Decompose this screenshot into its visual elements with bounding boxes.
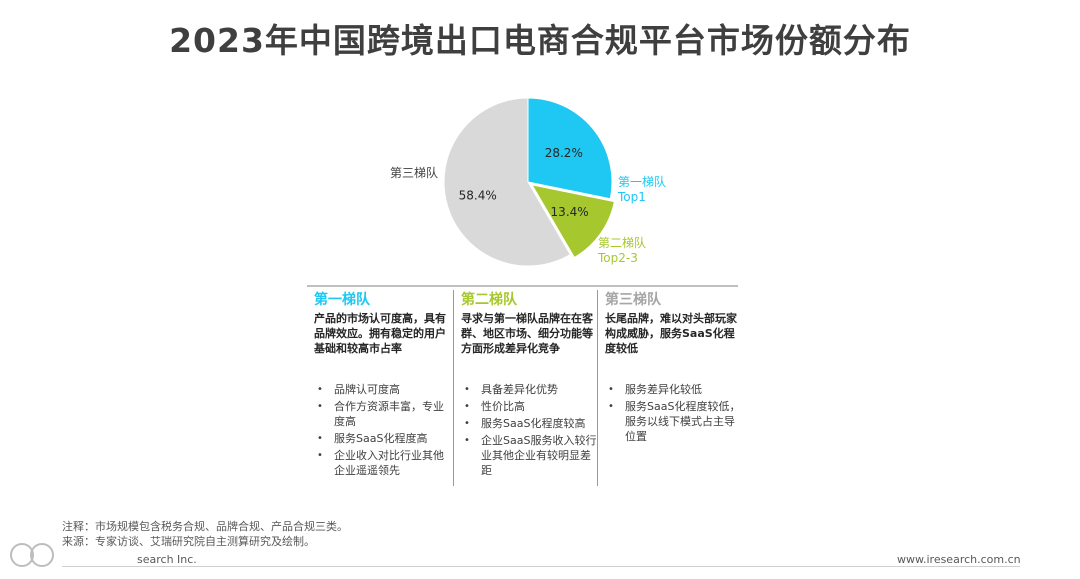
tier-3-list: 服务差异化较低 服务SaaS化程度较低，服务以线下模式占主导位置 [605,382,743,446]
pie-value-label: 58.4% [459,189,497,203]
pie-value-label: 28.2% [545,146,583,160]
tier-column-3: 第三梯队 长尾品牌，难以对头部玩家构成威胁，服务SaaS化程度较低 服务差异化较… [605,290,743,443]
pie-sublabel: Top2-3 [597,251,638,265]
website-text: www.iresearch.com.cn [897,553,1021,566]
tier-1-title: 第一梯队 [314,292,370,308]
list-item: 服务SaaS化程度较高 [461,416,599,431]
pie-slice [531,184,615,259]
list-item: 性价比高 [461,399,599,414]
list-item: 品牌认可度高 [314,382,452,397]
tier-3-title: 第三梯队 [605,292,661,308]
tier-1-desc: 产品的市场认可度高，具有品牌效应。拥有稳定的用户基础和较高市占率 [314,312,446,355]
column-separator [597,290,598,486]
pie-slice [443,97,571,267]
page-title: 2023年中国跨境出口电商合规平台市场份额分布 [169,21,911,60]
tier-3-desc: 长尾品牌，难以对头部玩家构成威胁，服务SaaS化程度较低 [605,312,737,355]
list-item: 服务SaaS化程度较低，服务以线下模式占主导位置 [605,399,743,444]
pie-category-label: 第三梯队 [390,165,438,180]
pie-slice [527,97,613,200]
pie-category-label: 第一梯队 [618,174,666,189]
list-item: 企业收入对比行业其他企业遥遥领先 [314,448,452,478]
list-item: 服务差异化较低 [605,382,743,397]
pie-sublabel: Top1 [617,190,646,204]
footer-line [62,566,1020,567]
watermark-logo-icon [10,543,54,567]
list-item: 服务SaaS化程度高 [314,431,452,446]
tier-2-desc: 寻求与第一梯队品牌在在客群、地区市场、细分功能等方面形成差异化竞争 [461,312,593,355]
tier-column-2: 第二梯队 寻求与第一梯队品牌在在客群、地区市场、细分功能等方面形成差异化竞争 具… [461,290,599,477]
tier-2-list: 具备差异化优势 性价比高 服务SaaS化程度较高 企业SaaS服务收入较行业其他… [461,382,599,480]
list-item: 具备差异化优势 [461,382,599,397]
pie-value-label: 13.4% [551,205,589,219]
list-item: 合作方资源丰富，专业度高 [314,399,452,429]
source-text: 来源：专家访谈、艾瑞研究院自主测算研究及绘制。 [62,535,315,548]
column-separator [453,290,454,486]
list-item: 企业SaaS服务收入较行业其他企业有较明显差距 [461,433,599,478]
tier-1-list: 品牌认可度高 合作方资源丰富，专业度高 服务SaaS化程度高 企业收入对比行业其… [314,382,452,480]
copyright-text: search Inc. [137,553,197,566]
note-text: 注释：市场规模包含税务合规、品牌合规、产品合规三类。 [62,520,348,533]
tier-2-title: 第二梯队 [461,292,517,308]
divider-line [307,285,738,287]
pie-category-label: 第二梯队 [598,235,646,250]
tier-column-1: 第一梯队 产品的市场认可度高，具有品牌效应。拥有稳定的用户基础和较高市占率 品牌… [314,290,452,477]
